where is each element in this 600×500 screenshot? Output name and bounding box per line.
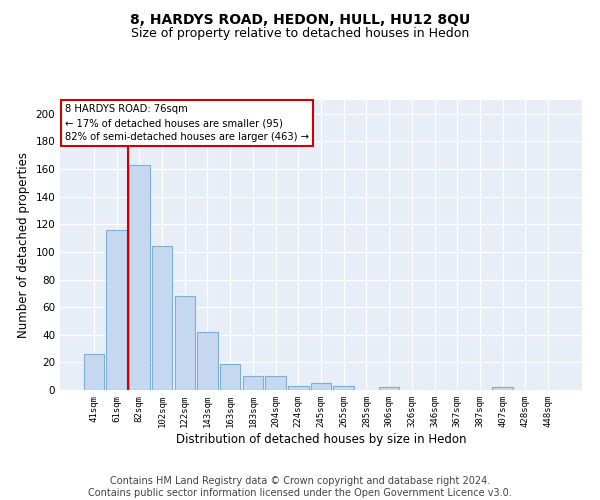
Bar — [220, 364, 241, 390]
Bar — [197, 332, 218, 390]
Bar — [175, 296, 195, 390]
Bar — [106, 230, 127, 390]
Bar — [84, 354, 104, 390]
Bar — [493, 387, 513, 390]
Y-axis label: Number of detached properties: Number of detached properties — [17, 152, 30, 338]
Text: Size of property relative to detached houses in Hedon: Size of property relative to detached ho… — [131, 28, 469, 40]
Bar — [288, 386, 308, 390]
Bar — [334, 386, 354, 390]
Text: Contains HM Land Registry data © Crown copyright and database right 2024.
Contai: Contains HM Land Registry data © Crown c… — [88, 476, 512, 498]
Text: 8 HARDYS ROAD: 76sqm
← 17% of detached houses are smaller (95)
82% of semi-detac: 8 HARDYS ROAD: 76sqm ← 17% of detached h… — [65, 104, 309, 142]
Bar — [242, 376, 263, 390]
Bar — [311, 383, 331, 390]
Bar — [379, 387, 400, 390]
Bar — [129, 165, 149, 390]
Text: Distribution of detached houses by size in Hedon: Distribution of detached houses by size … — [176, 432, 466, 446]
Text: 8, HARDYS ROAD, HEDON, HULL, HU12 8QU: 8, HARDYS ROAD, HEDON, HULL, HU12 8QU — [130, 12, 470, 26]
Bar — [265, 376, 286, 390]
Bar — [152, 246, 172, 390]
